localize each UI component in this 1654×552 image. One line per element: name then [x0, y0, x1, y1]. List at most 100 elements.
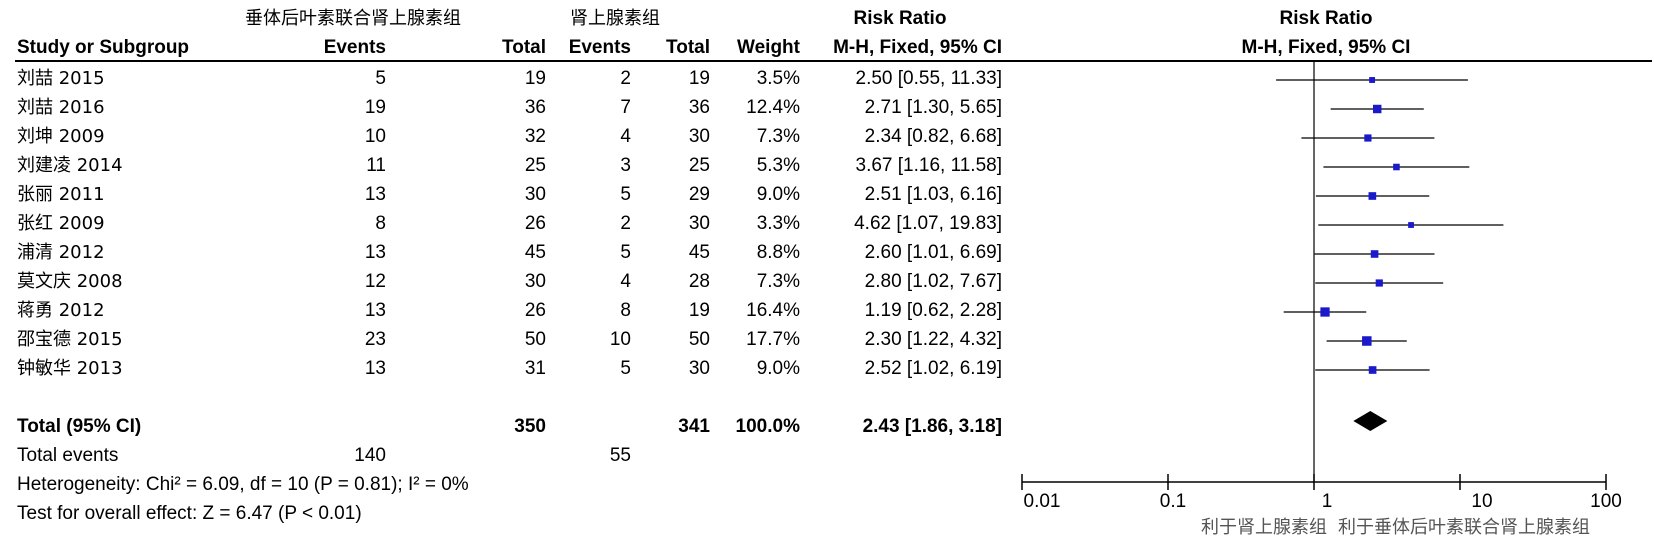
study-name: 邵宝德 2015 — [17, 329, 123, 350]
events-ctl: 4 — [620, 126, 631, 147]
favours-left-label: 利于肾上腺素组 — [1201, 517, 1327, 538]
study-name: 刘喆 2016 — [17, 97, 105, 118]
tick-label-1: 1 — [1321, 491, 1333, 512]
total-exp: 45 — [524, 242, 546, 263]
col-method-plot-header: M-H, Fixed, 95% CI — [1241, 37, 1411, 58]
study-marker — [1408, 222, 1414, 228]
total-ctl: 30 — [688, 213, 710, 234]
events-exp: 10 — [364, 126, 386, 147]
study-marker — [1369, 77, 1376, 83]
total-ctl: 19 — [688, 300, 710, 321]
study-name: 钟敏华 2013 — [17, 358, 123, 379]
risk-ratio-ci: 2.71 [1.30, 5.65] — [864, 97, 1002, 118]
total-ctl: 19 — [688, 68, 710, 89]
weight: 9.0% — [756, 358, 800, 379]
events-ctl: 2 — [620, 68, 631, 89]
total-weight: 100.0% — [735, 416, 800, 437]
col-events-exp-header: Events — [323, 37, 386, 58]
total-ctl: 28 — [688, 271, 710, 292]
tick-label-0.01: 0.01 — [1023, 491, 1061, 512]
total-ctl: 25 — [688, 155, 710, 176]
heterogeneity-text: Heterogeneity: Chi² = 6.09, df = 10 (P =… — [17, 474, 469, 495]
total-events-label: Total events — [17, 445, 119, 466]
total-exp: 32 — [524, 126, 546, 147]
total-ctl: 50 — [688, 329, 710, 350]
total-ctl: 29 — [688, 184, 710, 205]
col-study-header: Study or Subgroup — [17, 37, 190, 58]
risk-ratio-ci: 2.60 [1.01, 6.69] — [864, 242, 1002, 263]
events-exp: 19 — [364, 97, 386, 118]
study-marker — [1364, 134, 1372, 142]
total-exp: 19 — [524, 68, 546, 89]
weight: 16.4% — [746, 300, 800, 321]
events-ctl: 10 — [609, 329, 631, 350]
events-ctl: 5 — [620, 184, 631, 205]
study-marker — [1375, 279, 1383, 287]
events-exp: 13 — [364, 184, 386, 205]
rr-plot-title: Risk Ratio — [1279, 8, 1373, 29]
events-ctl: 5 — [620, 242, 631, 263]
study-marker — [1393, 163, 1400, 171]
study-name: 张红 2009 — [17, 213, 105, 234]
col-events-ctl-header: Events — [568, 37, 631, 58]
weight: 5.3% — [756, 155, 800, 176]
risk-ratio-ci: 2.30 [1.22, 4.32] — [864, 329, 1002, 350]
total-exp: 26 — [524, 213, 546, 234]
events-exp: 13 — [364, 358, 386, 379]
events-exp: 13 — [364, 242, 386, 263]
total-ctl: 30 — [688, 126, 710, 147]
total-exp: 25 — [524, 155, 546, 176]
events-ctl: 8 — [620, 300, 631, 321]
events-ctl: 7 — [620, 97, 631, 118]
total-label: Total (95% CI) — [17, 416, 142, 437]
total-ctl: 36 — [688, 97, 710, 118]
col-weight-header: Weight — [737, 37, 800, 58]
risk-ratio-ci: 2.52 [1.02, 6.19] — [864, 358, 1002, 379]
total-ctl: 341 — [678, 416, 710, 437]
weight: 3.5% — [756, 68, 800, 89]
total-exp: 36 — [524, 97, 546, 118]
total-exp: 50 — [524, 329, 546, 350]
events-exp: 5 — [375, 68, 386, 89]
weight: 9.0% — [756, 184, 800, 205]
study-marker — [1362, 336, 1372, 346]
weight: 17.7% — [746, 329, 800, 350]
weight: 7.3% — [756, 271, 800, 292]
study-marker — [1368, 192, 1377, 200]
study-marker — [1372, 104, 1382, 114]
experimental-group-header: 垂体后叶素联合肾上腺素组 — [245, 8, 461, 29]
total-events-exp: 140 — [354, 445, 386, 466]
events-exp: 11 — [366, 155, 386, 176]
study-name: 刘坤 2009 — [17, 126, 105, 147]
total-exp: 30 — [524, 271, 546, 292]
study-name: 莫文庆 2008 — [17, 271, 123, 292]
col-total-ctl-header: Total — [666, 37, 710, 58]
study-name: 蒋勇 2012 — [17, 300, 105, 321]
favours-right-label: 利于垂体后叶素联合肾上腺素组 — [1338, 517, 1590, 538]
risk-ratio-ci: 2.34 [0.82, 6.68] — [864, 126, 1002, 147]
col-method-table-header: M-H, Fixed, 95% CI — [833, 37, 1002, 58]
study-marker — [1370, 250, 1379, 258]
total-exp: 26 — [524, 300, 546, 321]
total-ctl: 30 — [688, 358, 710, 379]
events-ctl: 3 — [620, 155, 631, 176]
weight: 8.8% — [756, 242, 800, 263]
risk-ratio-ci: 1.19 [0.62, 2.28] — [864, 300, 1002, 321]
risk-ratio-ci: 2.50 [0.55, 11.33] — [855, 68, 1003, 89]
total-exp: 30 — [524, 184, 546, 205]
col-total-exp-header: Total — [502, 37, 546, 58]
total-events-ctl: 55 — [609, 445, 631, 466]
overall-effect-text: Test for overall effect: Z = 6.47 (P < 0… — [17, 503, 362, 524]
events-exp: 13 — [364, 300, 386, 321]
tick-label-0.1: 0.1 — [1159, 491, 1187, 512]
study-marker — [1368, 366, 1377, 374]
events-exp: 8 — [375, 213, 386, 234]
rr-table-title: Risk Ratio — [853, 8, 947, 29]
risk-ratio-ci: 4.62 [1.07, 19.83] — [854, 213, 1002, 234]
tick-label-10: 10 — [1471, 491, 1493, 512]
risk-ratio-ci: 3.67 [1.16, 11.58] — [855, 155, 1003, 176]
events-ctl: 2 — [620, 213, 631, 234]
weight: 12.4% — [746, 97, 800, 118]
total-ctl: 45 — [688, 242, 710, 263]
